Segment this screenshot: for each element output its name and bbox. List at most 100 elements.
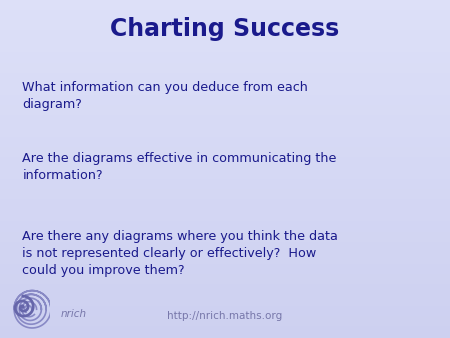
Bar (0, 52, 450, 54)
Bar (0, 154, 450, 155)
Bar (0, 255, 450, 257)
Bar (0, 188, 450, 189)
Bar (0, 118, 450, 120)
Bar (0, 144, 450, 145)
Bar (0, 220, 450, 221)
Bar (0, 176, 450, 177)
Bar (0, 167, 450, 169)
Bar (0, 221, 450, 223)
Bar (0, 166, 450, 167)
Bar (0, 274, 450, 275)
Bar (0, 335, 450, 336)
Bar (0, 233, 450, 235)
Bar (0, 264, 450, 265)
Bar (0, 321, 450, 323)
Bar (0, 2, 450, 3)
Bar (0, 272, 450, 274)
Bar (0, 76, 450, 78)
Bar (0, 211, 450, 213)
Bar (0, 106, 450, 108)
Bar (0, 269, 450, 270)
Text: Are there any diagrams where you think the data
is not represented clearly or ef: Are there any diagrams where you think t… (22, 230, 338, 277)
Bar (0, 208, 450, 210)
Bar (0, 172, 450, 174)
Bar (0, 39, 450, 41)
Bar (0, 328, 450, 330)
Bar (0, 323, 450, 324)
Bar (0, 198, 450, 199)
Bar (0, 215, 450, 216)
Bar (0, 96, 450, 98)
Bar (0, 5, 450, 7)
Bar (0, 275, 450, 277)
Bar (0, 44, 450, 46)
Bar (0, 125, 450, 127)
Bar (0, 336, 450, 338)
Bar (0, 169, 450, 171)
Bar (0, 203, 450, 204)
Bar (0, 230, 450, 232)
Bar (0, 22, 450, 24)
Bar (0, 127, 450, 128)
Bar (0, 142, 450, 144)
Bar (0, 252, 450, 254)
Bar (0, 59, 450, 61)
Bar (0, 110, 450, 112)
Bar (0, 84, 450, 86)
Bar (0, 248, 450, 250)
Bar (0, 262, 450, 264)
Bar (0, 265, 450, 267)
Bar (0, 25, 450, 27)
Bar (0, 319, 450, 321)
Bar (0, 113, 450, 115)
Bar (0, 301, 450, 303)
Text: http://nrich.maths.org: http://nrich.maths.org (167, 311, 283, 321)
Bar (0, 297, 450, 299)
Bar (0, 29, 450, 30)
Bar (0, 66, 450, 68)
Bar (0, 34, 450, 35)
Bar (0, 289, 450, 291)
Bar (0, 199, 450, 201)
Bar (0, 32, 450, 34)
Bar (0, 260, 450, 262)
Bar (0, 183, 450, 184)
Bar (0, 35, 450, 37)
Bar (0, 164, 450, 166)
Bar (0, 115, 450, 117)
Bar (0, 123, 450, 125)
Bar (0, 242, 450, 243)
Bar (0, 135, 450, 137)
Bar (0, 47, 450, 49)
Bar (0, 318, 450, 319)
Text: Charting Success: Charting Success (110, 17, 340, 41)
Bar (0, 100, 450, 101)
Bar (0, 64, 450, 66)
Bar (0, 237, 450, 238)
Bar (0, 27, 450, 29)
Bar (0, 78, 450, 79)
Bar (0, 17, 450, 19)
Bar (0, 331, 450, 333)
Bar (0, 57, 450, 59)
Bar (0, 193, 450, 194)
Bar (0, 24, 450, 25)
Bar (0, 210, 450, 211)
Bar (0, 103, 450, 105)
Bar (0, 86, 450, 88)
Bar (0, 68, 450, 69)
Bar (0, 186, 450, 188)
Bar (0, 291, 450, 292)
Bar (0, 194, 450, 196)
Bar (0, 313, 450, 314)
Bar (0, 311, 450, 313)
Bar (0, 299, 450, 301)
Bar (0, 326, 450, 328)
Bar (0, 117, 450, 118)
Bar (0, 56, 450, 57)
Bar (0, 91, 450, 93)
Bar (0, 3, 450, 5)
Bar (0, 240, 450, 242)
Bar (0, 184, 450, 186)
Bar (0, 157, 450, 159)
